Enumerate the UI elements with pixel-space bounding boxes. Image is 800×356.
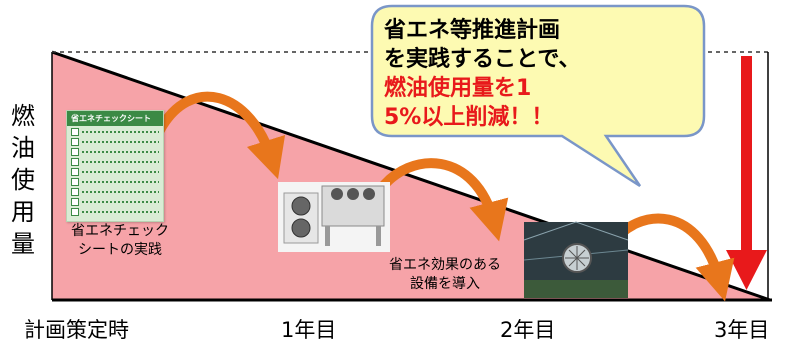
y-axis-label: 燃油使用量 <box>11 102 35 258</box>
caption-equipment-line-2: 設備を導入 <box>410 276 480 292</box>
step-arrow-1 <box>155 91 286 180</box>
triangle-hypotenuse <box>51 50 771 302</box>
caption-check-sheet-line-2: シートの実践 <box>78 242 162 258</box>
callout-line-3: 燃油使用量を1 <box>384 76 532 101</box>
caption-equipment-line-1: 省エネ効果のある <box>389 257 501 273</box>
reduction-arrow-shaft <box>741 56 752 252</box>
x-label-year-2: 2年目 <box>500 318 556 342</box>
x-label-year-1: 1年目 <box>281 318 337 342</box>
check-sheet-title: 省エネチェックシート <box>67 111 163 126</box>
caption-check-sheet: 省エネチェック シートの実践 <box>60 222 180 260</box>
equipment-photo-heat-pumps <box>278 182 390 252</box>
x-label-year-3: 3年目 <box>714 318 770 342</box>
callout-line-1: 省エネ等推進計画 <box>384 18 561 43</box>
reduction-arrow-head <box>726 250 767 290</box>
callout-bubble <box>370 4 706 188</box>
step-arrow-2 <box>375 158 509 242</box>
energy-check-sheet-image: 省エネチェックシート <box>66 110 164 222</box>
callout-text: 省エネ等推進計画 を実践することで、 燃油使用量を1 5%以上削減！！ <box>384 16 634 132</box>
caption-check-sheet-line-1: 省エネチェック <box>71 223 169 239</box>
callout-line-4: 5%以上削減！！ <box>384 105 554 130</box>
callout-line-2: を実践することで、 <box>384 47 581 72</box>
x-label-plan-start: 計画策定時 <box>24 318 129 342</box>
caption-equipment: 省エネ効果のある 設備を導入 <box>370 256 520 294</box>
greenhouse-fan-photo <box>523 221 629 298</box>
